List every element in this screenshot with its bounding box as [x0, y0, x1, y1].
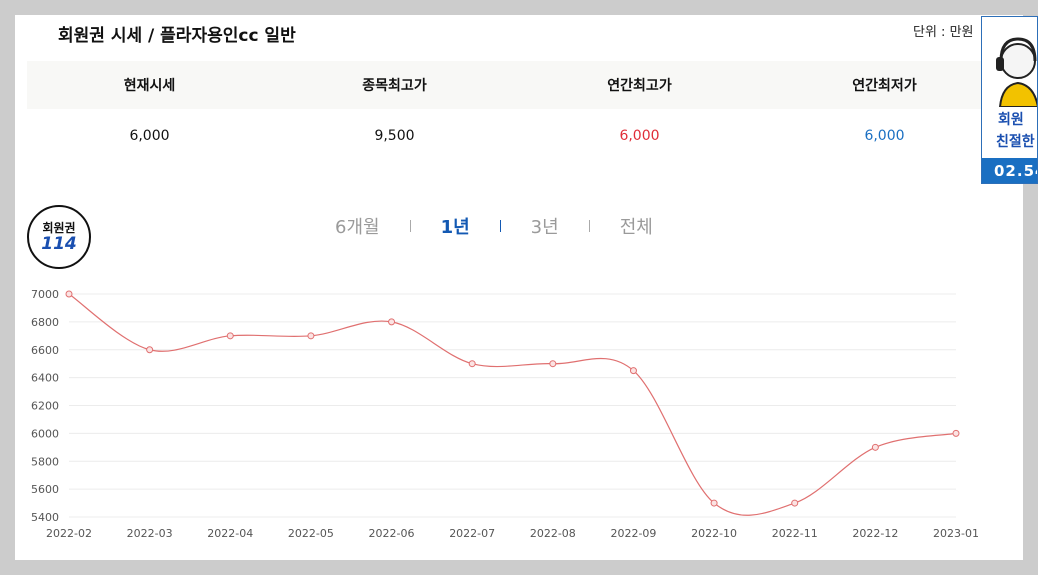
data-point [952, 429, 960, 437]
tab-divider [588, 220, 590, 232]
ad-line-1: 회원 [998, 112, 1024, 128]
data-point [871, 443, 879, 451]
y-tick-label: 6000 [31, 427, 59, 440]
data-point [791, 499, 799, 507]
tab-6-months[interactable]: 6개월 [335, 217, 380, 238]
x-tick-label: 2022-09 [610, 527, 656, 540]
data-point [388, 318, 396, 326]
tab-3-years[interactable]: 3년 [530, 217, 559, 238]
y-tick-label: 6400 [31, 372, 59, 385]
unit-label: 단위 : 만원 [913, 25, 974, 40]
x-tick-label: 2022-08 [530, 527, 576, 540]
value-annual-low: 6,000 [864, 128, 905, 144]
data-point [65, 290, 73, 298]
tab-all[interactable]: 전체 [619, 217, 653, 238]
y-tick-label: 6800 [31, 316, 59, 329]
y-tick-label: 5400 [31, 511, 59, 524]
tab-divider [499, 220, 501, 232]
stats-table: 현재시세 종목최고가 연간최고가 연간최저가 6,000 9,500 6,000… [27, 61, 1007, 163]
data-point [146, 346, 154, 354]
value-current-price: 6,000 [129, 128, 170, 144]
data-point [549, 360, 557, 368]
ad-phone: 02.54 [982, 158, 1037, 183]
data-point [468, 360, 476, 368]
membership-114-logo: 회원권 114 [27, 205, 91, 269]
y-tick-label: 6600 [31, 344, 59, 357]
data-point [307, 332, 315, 340]
x-tick-label: 2022-02 [46, 527, 92, 540]
x-tick-label: 2022-11 [772, 527, 818, 540]
stats-value-row: 6,000 9,500 6,000 6,000 [27, 109, 1007, 163]
y-tick-label: 7000 [31, 288, 59, 301]
logo-text: 회원권 [42, 220, 76, 235]
price-line-chart: 5400 5600 5800 6000 6200 6400 6600 6800 7000 2022… [31, 288, 979, 540]
tab-divider [409, 220, 411, 232]
period-tabs: 6개월 1년 3년 전체 [335, 213, 653, 239]
logo-number: 114 [41, 233, 77, 254]
consultant-headset-icon [996, 37, 1037, 107]
series-line [68, 293, 957, 516]
x-tick-label: 2022-04 [207, 527, 253, 540]
x-tick-label: 2022-10 [691, 527, 737, 540]
tab-1-year[interactable]: 1년 [440, 217, 470, 238]
x-tick-label: 2022-03 [127, 527, 173, 540]
y-tick-label: 5600 [31, 483, 59, 496]
value-annual-high: 6,000 [619, 128, 660, 144]
y-tick-label: 5800 [31, 455, 59, 468]
x-tick-label: 2023-01 [933, 527, 979, 540]
data-point [226, 332, 234, 340]
x-tick-label: 2022-07 [449, 527, 495, 540]
header-current-price: 현재시세 [123, 78, 176, 94]
header-annual-low: 연간최저가 [852, 78, 917, 94]
page-title: 회원권 시세 / 플라자용인cc 일반 [58, 26, 296, 46]
value-all-time-high: 9,500 [374, 128, 415, 144]
data-point [629, 367, 637, 375]
header-annual-high: 연간최고가 [607, 78, 672, 94]
x-tick-label: 2022-05 [288, 527, 334, 540]
y-tick-label: 6200 [31, 400, 59, 413]
x-tick-label: 2022-06 [369, 527, 415, 540]
side-ad-banner[interactable]: 회원 친절한 02.54 [981, 16, 1038, 184]
header-all-time-high: 종목최고가 [362, 78, 427, 94]
ad-line-2: 친절한 [996, 134, 1035, 150]
price-panel: 회원권 시세 / 플라자용인cc 일반 단위 : 만원 현재시세 종목최고가 연… [15, 15, 1023, 560]
data-point [710, 499, 718, 507]
x-tick-label: 2022-12 [852, 527, 898, 540]
stats-header-row: 현재시세 종목최고가 연간최고가 연간최저가 [27, 61, 1007, 109]
